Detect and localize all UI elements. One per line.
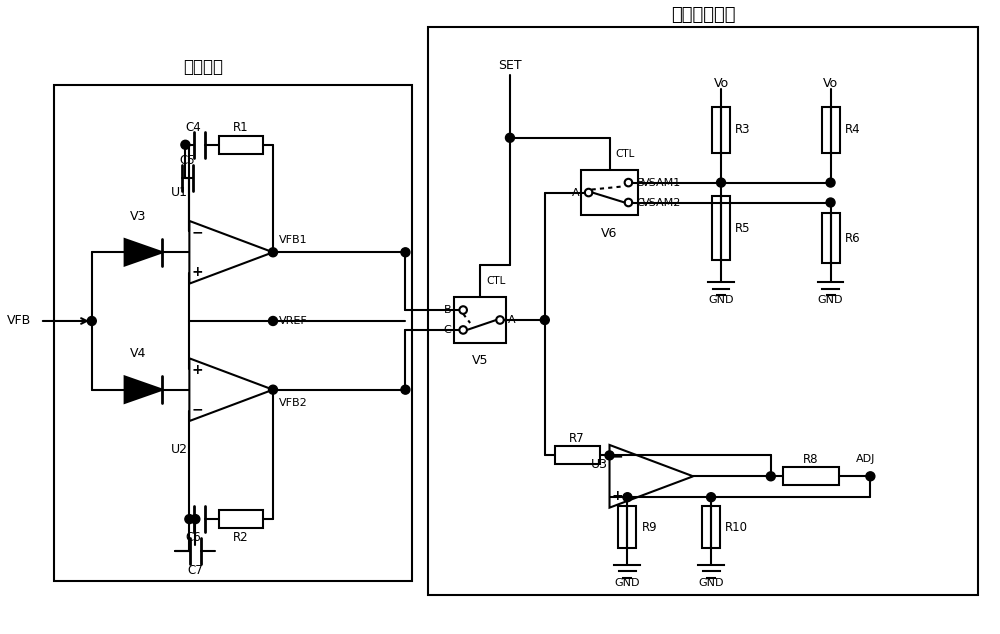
Text: 逻辑控制电路: 逻辑控制电路: [671, 6, 735, 24]
Text: +: +: [612, 489, 623, 503]
Text: U3: U3: [591, 458, 608, 471]
Text: 反馈环路: 反馈环路: [183, 58, 223, 76]
Text: −: −: [192, 403, 203, 417]
Text: V6: V6: [601, 227, 618, 240]
Bar: [618, 506, 636, 548]
Bar: [555, 446, 600, 464]
Bar: [822, 213, 840, 264]
Text: VFB2: VFB2: [279, 398, 308, 408]
Bar: [822, 107, 840, 153]
Text: VSAM1: VSAM1: [642, 178, 682, 188]
Circle shape: [717, 178, 726, 187]
Text: R4: R4: [844, 124, 860, 136]
Text: C: C: [636, 198, 644, 207]
Bar: [712, 107, 730, 153]
Circle shape: [401, 248, 410, 257]
Text: C: C: [443, 325, 451, 335]
Text: B: B: [444, 305, 451, 315]
Circle shape: [826, 178, 835, 187]
Text: SET: SET: [498, 58, 522, 72]
Text: GND: GND: [615, 578, 640, 588]
Bar: [454, 297, 506, 343]
Text: VFB1: VFB1: [279, 235, 308, 245]
Circle shape: [866, 472, 875, 481]
Text: Vo: Vo: [713, 77, 729, 89]
Text: R7: R7: [569, 432, 585, 445]
Text: CTL: CTL: [615, 149, 635, 158]
Text: R5: R5: [735, 222, 750, 235]
Circle shape: [269, 248, 277, 257]
Circle shape: [766, 472, 775, 481]
Bar: [702, 506, 720, 548]
Text: −: −: [612, 450, 623, 463]
Circle shape: [185, 515, 194, 524]
Text: U2: U2: [171, 443, 188, 456]
Text: C4: C4: [185, 121, 201, 134]
Text: B: B: [636, 178, 644, 188]
Circle shape: [707, 493, 716, 501]
Text: GND: GND: [698, 578, 724, 588]
Circle shape: [181, 140, 190, 149]
Text: R9: R9: [641, 521, 657, 534]
Text: U1: U1: [171, 186, 188, 199]
Text: C6: C6: [185, 531, 201, 543]
Bar: [712, 197, 730, 261]
Text: R1: R1: [233, 121, 249, 134]
Text: GND: GND: [708, 295, 734, 305]
Text: VREF: VREF: [279, 316, 308, 326]
Circle shape: [401, 385, 410, 394]
Circle shape: [623, 493, 632, 501]
Text: V5: V5: [472, 354, 488, 367]
Text: +: +: [192, 265, 203, 279]
Text: R3: R3: [735, 124, 750, 136]
Circle shape: [505, 133, 514, 142]
Text: V4: V4: [130, 347, 147, 360]
Text: A: A: [508, 315, 516, 325]
Text: VSAM2: VSAM2: [642, 198, 682, 207]
Text: VFB: VFB: [7, 314, 31, 328]
Text: +: +: [192, 363, 203, 377]
Circle shape: [269, 385, 277, 394]
Circle shape: [826, 198, 835, 207]
Text: Vo: Vo: [823, 77, 838, 89]
Text: R2: R2: [233, 531, 249, 543]
Bar: [219, 510, 263, 528]
Text: R6: R6: [844, 232, 860, 245]
Bar: [783, 467, 839, 485]
Text: GND: GND: [818, 295, 843, 305]
Text: CTL: CTL: [486, 276, 505, 286]
Text: C7: C7: [187, 564, 203, 578]
Circle shape: [191, 515, 200, 524]
Text: V3: V3: [130, 210, 147, 223]
Bar: [54, 85, 412, 581]
Bar: [428, 27, 978, 595]
Bar: [581, 170, 638, 216]
Polygon shape: [125, 377, 162, 403]
Circle shape: [87, 316, 96, 325]
Text: A: A: [572, 188, 580, 198]
Text: C5: C5: [180, 154, 195, 167]
Text: ADJ: ADJ: [855, 455, 875, 464]
Text: R10: R10: [725, 521, 748, 534]
Circle shape: [269, 316, 277, 325]
Text: −: −: [192, 225, 203, 240]
Circle shape: [605, 451, 614, 460]
Circle shape: [540, 316, 549, 325]
Text: R8: R8: [803, 453, 818, 466]
Bar: [219, 136, 263, 153]
Polygon shape: [125, 239, 162, 266]
